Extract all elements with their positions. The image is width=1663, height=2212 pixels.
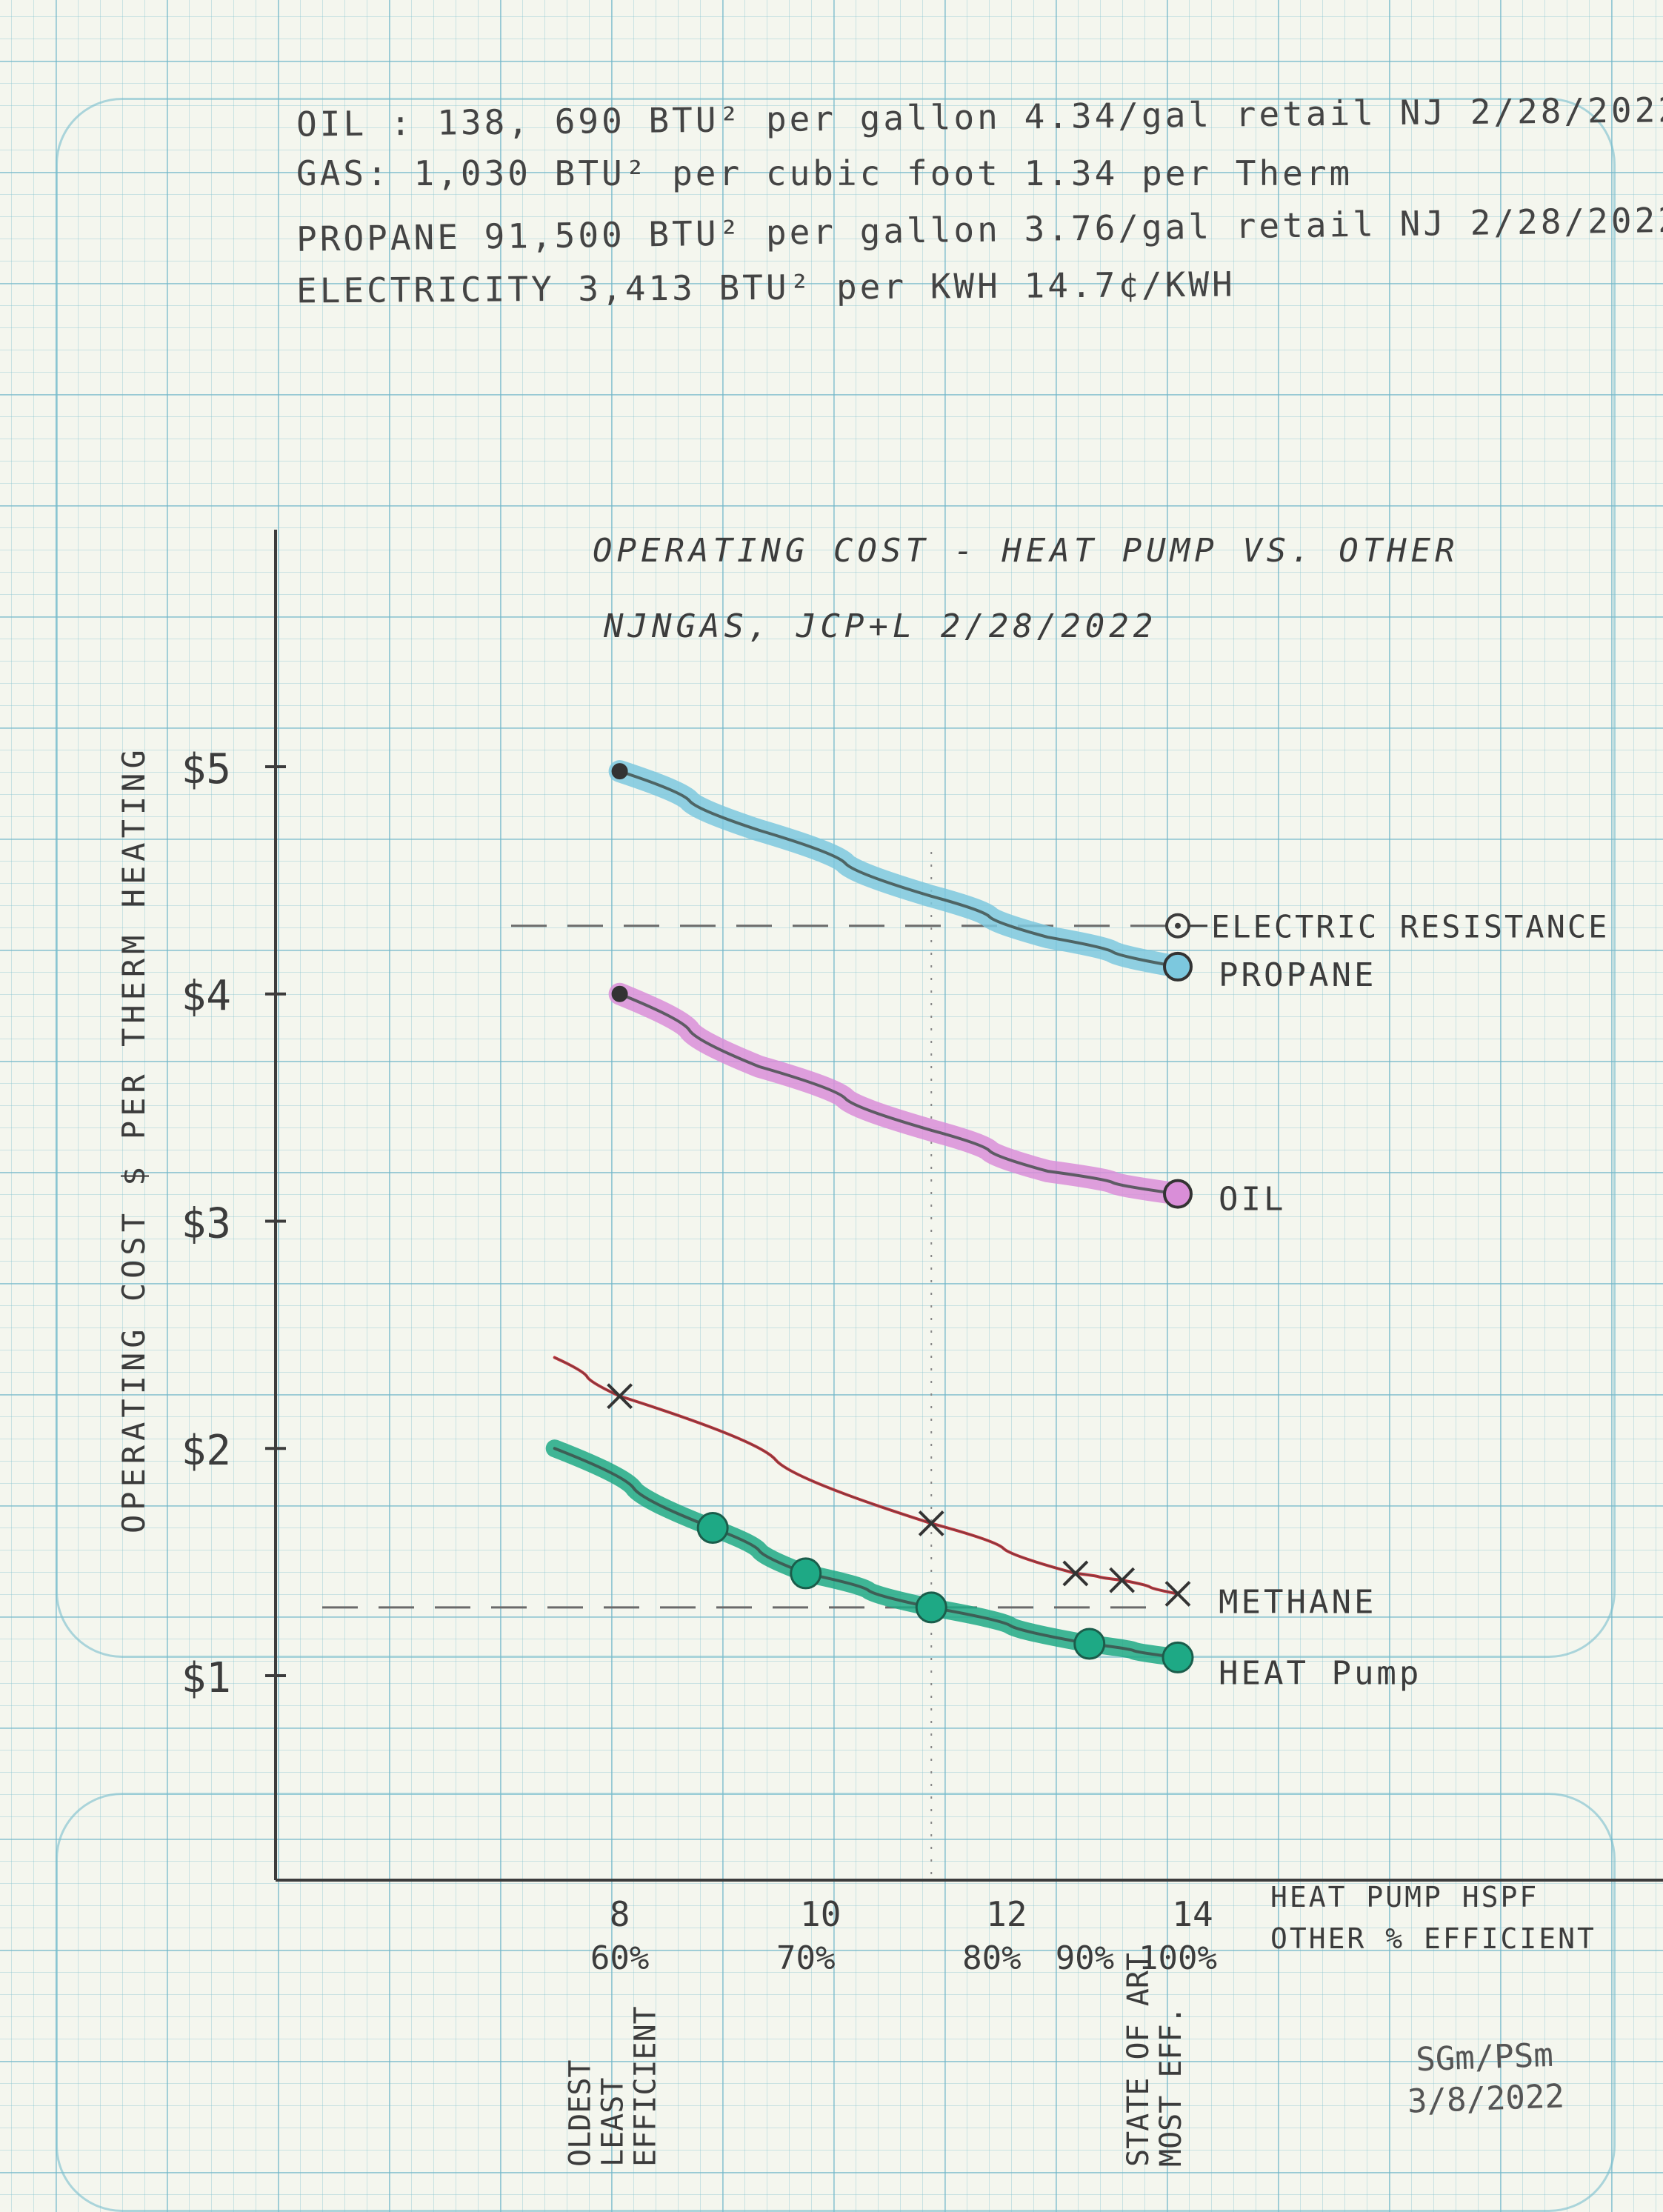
y-tick-label: $3 (181, 1199, 231, 1247)
data-point-methane (918, 1510, 944, 1536)
y-axis-label: OPERATING COST $ PER THERM HEATING (116, 745, 152, 1533)
series-line-oil (618, 992, 1179, 1196)
conversion-notes: OIL : 138, 690 BTU² per gallon 4.34/gal … (296, 89, 1663, 314)
x-tick-efficiency: 100% (1139, 1939, 1217, 1977)
electric-resistance-marker-center (1175, 922, 1181, 929)
data-point-x-stroke (1109, 1567, 1136, 1593)
series-line-propane-highlight (608, 760, 1189, 978)
x-tick-efficiency: 80% (962, 1939, 1021, 1977)
x-tick-efficiency: 90% (1056, 1939, 1114, 1977)
data-point-x-stroke (1062, 1560, 1089, 1587)
note-gas: GAS: 1,030 BTU² per cubic foot 1.34 per … (296, 153, 1353, 193)
data-point-methane (1164, 1581, 1191, 1607)
chart-subtitle: NJNGAS, JCP+L 2/28/2022 (603, 607, 1157, 645)
data-point-propane (611, 763, 628, 780)
series-line-methane (553, 1356, 1179, 1596)
data-point-oil (1163, 1179, 1193, 1209)
series-line-heat-pump (553, 1447, 1179, 1659)
series-label-oil: OIL (1219, 1181, 1286, 1219)
data-point-heat-pump (790, 1557, 822, 1590)
data-point-methane (1109, 1567, 1136, 1593)
data-point-heat-pump (915, 1591, 947, 1624)
signature: SGm/PSm 3/8/2022 (1362, 2033, 1609, 2124)
data-point-heat-pump (1073, 1628, 1106, 1660)
series-label-electric-resistance: ELECTRIC RESISTANCE (1211, 909, 1609, 945)
series-label-methane: METHANE (1219, 1584, 1376, 1622)
x-annotation: STATE OF ART (1122, 1953, 1156, 2167)
x-tick-hspf: 12 (986, 1894, 1027, 1934)
chart-series (545, 760, 1207, 1673)
chart-title: OPERATING COST - HEAT PUMP VS. OTHER (593, 532, 1459, 570)
signature-date: 3/8/2022 (1407, 2077, 1565, 2121)
x-axis-label: HEAT PUMP HSPF (1270, 1881, 1539, 1913)
x-annotation: EFFICIENT (629, 2006, 663, 2167)
y-tick-label: $5 (181, 745, 231, 793)
series-line-methane-ink (554, 1356, 1179, 1595)
electric-resistance-marker (1165, 913, 1190, 939)
chart-axes (265, 530, 1663, 1882)
series-line-oil-highlight (608, 982, 1189, 1205)
data-point-oil (611, 985, 628, 1002)
x-tick-hspf: 8 (610, 1894, 630, 1934)
y-tick-label: $2 (181, 1427, 231, 1475)
data-point-methane (607, 1383, 633, 1410)
x-annotation: OLDEST (564, 2060, 598, 2168)
data-point-x-stroke (607, 1383, 633, 1410)
data-point-x-stroke (1164, 1581, 1191, 1607)
y-tick-label: $4 (181, 973, 231, 1021)
reference-lines (322, 925, 1167, 1609)
data-point-propane (1163, 951, 1193, 982)
data-point-heat-pump (696, 1512, 729, 1545)
x-axis-label: OTHER % EFFICIENT (1270, 1922, 1596, 1955)
x-tick-hspf: 10 (800, 1894, 841, 1934)
x-annotation: LEAST (596, 2078, 630, 2167)
data-point-methane (1062, 1560, 1089, 1587)
data-point-x-stroke (918, 1510, 944, 1536)
data-point-heat-pump (1162, 1641, 1194, 1673)
series-line-heat-pump-highlight (545, 1439, 1187, 1667)
x-annotation: MOST EFF. (1154, 2006, 1188, 2167)
series-label-propane: PROPANE (1219, 956, 1376, 994)
series-line-propane (618, 770, 1179, 968)
x-tick-efficiency: 60% (590, 1939, 649, 1977)
x-tick-hspf: 14 (1172, 1894, 1213, 1934)
y-tick-label: $1 (181, 1654, 231, 1702)
chart-labels: $1 $2 $3 $4 $5 8 10 12 14 60% 70% 80% 90% 100% HEAT PU… (116, 532, 1609, 2168)
series-label-heat-pump: HEAT Pump (1219, 1654, 1422, 1692)
x-tick-efficiency: 70% (776, 1939, 835, 1977)
